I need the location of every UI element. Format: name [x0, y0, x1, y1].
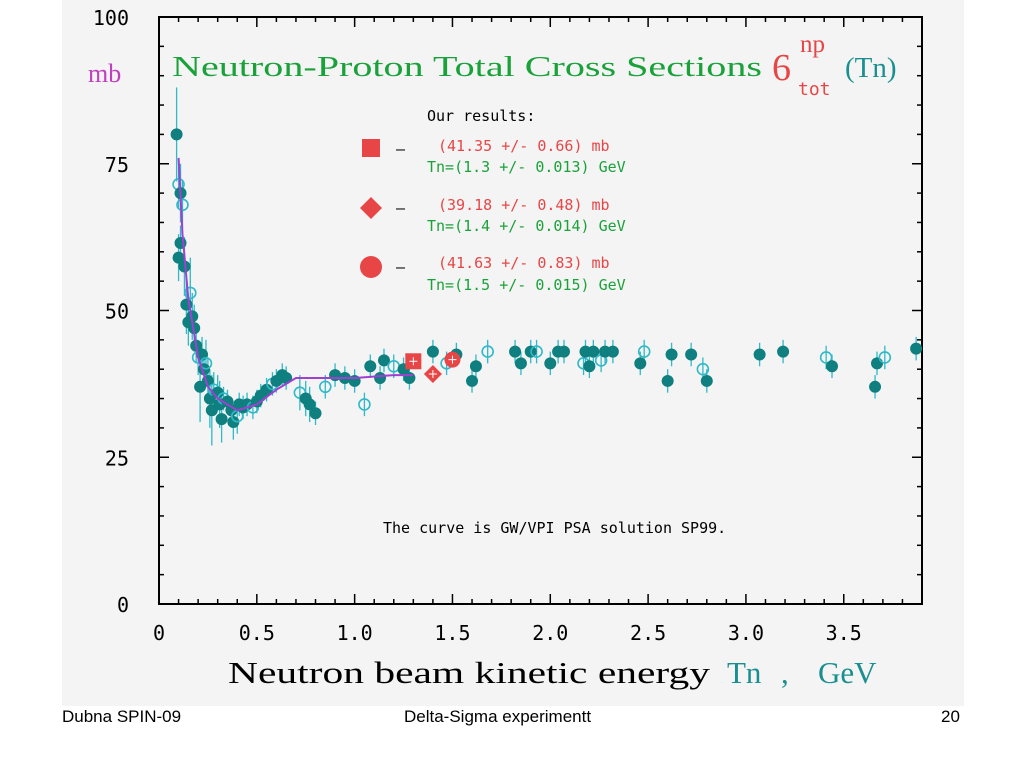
data-point — [364, 360, 377, 373]
data-point — [466, 374, 479, 387]
x-tick-label: 1.5 — [434, 621, 470, 645]
data-point — [184, 286, 197, 300]
tick-labels: 0 25 50 75 100 0 0.5 1.0 1.5 2.0 2.5 3.0 3.5 — [93, 6, 862, 645]
legend-heading: Our results: — [427, 107, 535, 125]
plot-border — [158, 16, 923, 605]
x-tick-label: 2.5 — [630, 621, 666, 645]
title-subscript: tot — [798, 79, 831, 100]
data-point — [514, 357, 527, 370]
data-point — [777, 345, 790, 358]
data-point — [661, 374, 674, 387]
data-point — [637, 345, 651, 358]
axis-ticks — [158, 16, 923, 605]
legend-item-2-value: (39.18 +/- 0.48) mb — [438, 196, 610, 214]
axes-frame — [158, 16, 923, 605]
legend-dash-2: — — [396, 199, 406, 217]
y-tick-label: 50 — [105, 300, 129, 324]
legend-diamond-marker — [360, 197, 382, 219]
data-point — [509, 345, 522, 358]
our-results — [405, 351, 461, 384]
footer-center: Delta-Sigma experimentt — [404, 707, 592, 726]
data-point — [869, 380, 882, 393]
y-tick-label: 100 — [93, 6, 129, 30]
legend-item-1-energy: Tn=(1.3 +/- 0.013) GeV — [427, 158, 626, 176]
data-point — [634, 357, 647, 370]
y-tick-label: 75 — [105, 153, 129, 177]
x-tick-label: 3.0 — [728, 621, 764, 645]
psa-curve-group — [177, 157, 414, 412]
legend-item-1-value: (41.35 +/- 0.66) mb — [438, 137, 610, 155]
data-point — [377, 354, 390, 367]
legend-item-3-value: (41.63 +/- 0.83) mb — [438, 254, 610, 272]
x-tick-label: 0.5 — [239, 621, 275, 645]
data-point — [665, 348, 678, 361]
data-points — [170, 128, 923, 429]
legend-item-2-energy: Tn=(1.4 +/- 0.014) GeV — [427, 217, 626, 235]
title-superscript: np — [800, 31, 825, 58]
y-tick-label: 25 — [105, 446, 129, 470]
legend-item-3-energy: Tn=(1.5 +/- 0.015) GeV — [427, 276, 626, 294]
legend-circle-marker — [360, 256, 382, 278]
footer-left: Dubna SPIN-09 — [62, 707, 182, 726]
data-point — [374, 372, 387, 385]
data-point — [871, 357, 884, 370]
data-point — [309, 407, 322, 420]
x-axis-unit: GeV — [818, 655, 877, 690]
data-point — [530, 345, 543, 358]
data-point — [318, 380, 332, 394]
sigma-symbol: 6 — [772, 47, 791, 89]
legend-dash-3: — — [396, 258, 406, 276]
data-point — [215, 413, 228, 426]
data-point — [303, 398, 316, 411]
data-point — [358, 398, 371, 411]
x-tick-label: 1.0 — [337, 621, 373, 645]
data-point — [544, 357, 557, 370]
data-point — [700, 374, 713, 387]
data-point — [753, 348, 766, 361]
data-point — [878, 351, 892, 364]
data-point — [469, 360, 482, 373]
y-tick-label: 0 — [117, 593, 129, 617]
data-point — [176, 198, 189, 212]
data-point — [583, 360, 596, 373]
x-axis-separator: , — [781, 655, 789, 690]
data-point — [557, 345, 570, 358]
data-point — [819, 351, 833, 364]
data-point — [910, 342, 923, 355]
data-point — [481, 345, 494, 358]
x-axis-var: Tn — [727, 655, 762, 690]
data-point — [606, 345, 619, 358]
data-point — [826, 360, 839, 373]
legend-dash-1: — — [396, 140, 406, 158]
y-unit-label: mb — [88, 59, 121, 88]
x-axis-label: Neutron beam kinetic energy — [228, 655, 711, 690]
legend-square-marker — [362, 139, 380, 157]
cross-section-chart: 0 25 50 75 100 0 0.5 1.0 1.5 2.0 2.5 3.0 3.5 mb Neut… — [88, 6, 923, 690]
data-point — [696, 362, 710, 376]
data-point — [426, 345, 439, 358]
footer-page-number: 20 — [941, 707, 960, 726]
curve-annotation: The curve is GW/VPI PSA solution SP99. — [383, 519, 726, 537]
psa-curve — [177, 157, 414, 412]
title-argument: (Tn) — [845, 52, 897, 84]
x-tick-label: 3.5 — [826, 621, 862, 645]
data-point — [587, 345, 600, 358]
chart-title: Neutron-Proton Total Cross Sections — [172, 51, 762, 83]
x-tick-label: 0 — [153, 621, 165, 645]
data-point — [685, 348, 698, 361]
x-tick-label: 2.0 — [532, 621, 568, 645]
data-point — [170, 128, 183, 141]
